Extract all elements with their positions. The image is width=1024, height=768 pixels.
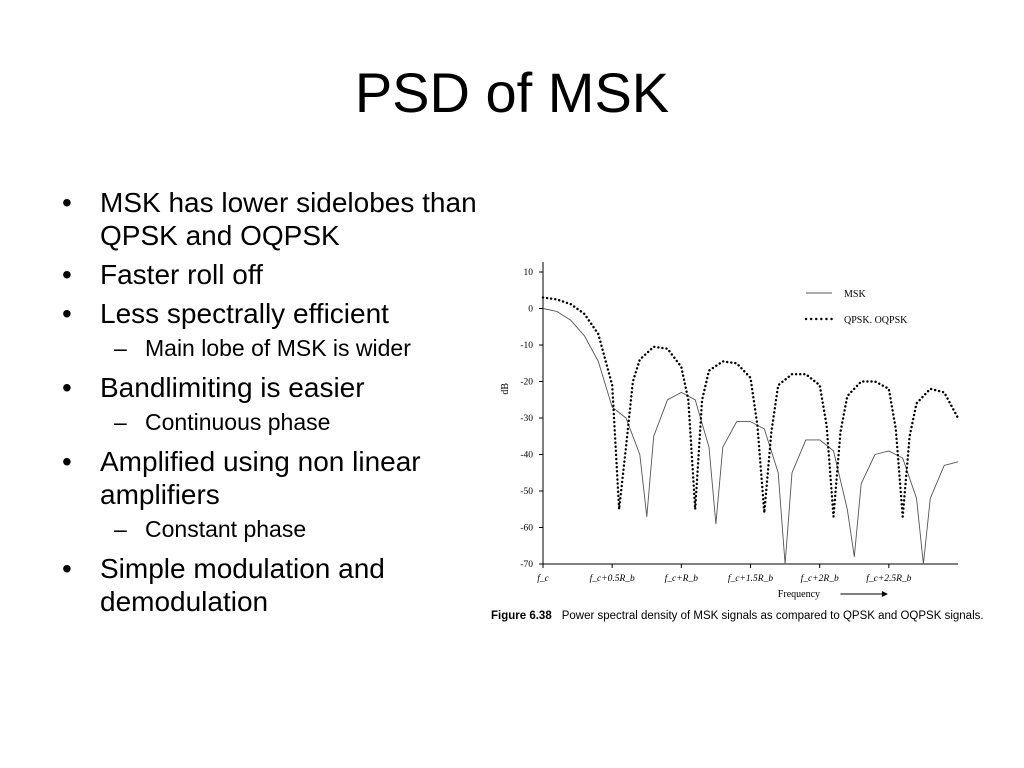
y-tick-label: -40 [520, 451, 533, 461]
bullet-list: • MSK has lower sidelobes than QPSK and O… [62, 186, 492, 624]
x-tick-label: f_c+1.5R_b [728, 573, 773, 584]
bullet-marker: • [62, 298, 72, 329]
psd-chart: 10 0 -10 -20 -30 -40 -50 -60 -70 dB f_c f_c+0.5R_b f… [500, 262, 960, 600]
figure-caption: Figure 6.38 Power spectral density of MSK… [491, 610, 984, 622]
bullet-item: • Less spectrally efficient [62, 297, 492, 330]
bullet-text: Amplified using non linear amplifiers [100, 446, 421, 510]
bullet-marker: • [62, 259, 72, 290]
legend-label-qpsk: QPSK. OQPSK [844, 315, 908, 326]
bullet-marker: • [62, 372, 72, 403]
y-tick-label: 10 [524, 268, 534, 278]
y-tick-label: 0 [528, 305, 533, 315]
psd-figure: 10 0 -10 -20 -30 -40 -50 -60 -70 dB f_c f_c+0.5R_b f… [488, 248, 1018, 638]
x-tick-label: f_c+R_b [665, 573, 699, 584]
x-tick-label: f_c+2R_b [801, 573, 839, 584]
slide-title: PSD of MSK [354, 61, 670, 124]
dash-marker: – [114, 516, 127, 542]
y-tick-label: -70 [520, 560, 533, 570]
bullet-text: Constant phase [145, 516, 307, 542]
bullet-item: • MSK has lower sidelobes than QPSK and O… [62, 186, 492, 252]
dash-marker: – [114, 409, 127, 435]
x-tick-label: f_c [537, 573, 549, 584]
bullet-text: Main lobe of MSK is wider [145, 335, 411, 361]
sub-bullet-item: – Constant phase [62, 515, 492, 544]
x-tick-label: f_c+0.5R_b [590, 573, 635, 584]
bullet-item: • Bandlimiting is easier [62, 371, 492, 404]
bullet-item: • Amplified using non linear amplifiers [62, 445, 492, 511]
bullet-text: Simple modulation and demodulation [100, 553, 385, 617]
figure-caption-text: Power spectral density of MSK signals as… [561, 610, 984, 622]
bullet-text: Continuous phase [145, 409, 331, 435]
x-axis-label: Frequency [778, 589, 820, 600]
bullet-text: Faster roll off [100, 259, 263, 290]
bullet-marker: • [62, 553, 72, 584]
x-tick-label: f_c+2.5R_b [866, 573, 911, 584]
x-axis-arrow-head [881, 591, 888, 597]
dash-marker: – [114, 335, 127, 361]
bullet-text: Bandlimiting is easier [100, 372, 365, 403]
sub-bullet-item: – Main lobe of MSK is wider [62, 334, 492, 363]
y-tick-label: -10 [520, 341, 533, 351]
y-tick-label: -60 [520, 524, 533, 534]
bullet-marker: • [62, 446, 72, 477]
bullet-text: MSK has lower sidelobes than QPSK and OQ… [100, 187, 477, 251]
y-tick-label: -20 [520, 378, 533, 388]
y-tick-label: -50 [520, 487, 533, 497]
series-line-qpsk [541, 296, 960, 518]
bullet-item: • Simple modulation and demodulation [62, 552, 492, 618]
y-tick-label: -30 [520, 414, 533, 424]
figure-label: Figure 6.38 [491, 610, 552, 622]
sub-bullet-item: – Continuous phase [62, 408, 492, 437]
bullet-text: Less spectrally efficient [100, 298, 389, 329]
bullet-marker: • [62, 187, 72, 218]
y-axis-label: dB [500, 383, 511, 395]
legend-label-msk: MSK [844, 289, 866, 300]
bullet-item: • Faster roll off [62, 258, 492, 291]
series-line-msk [542, 308, 959, 565]
